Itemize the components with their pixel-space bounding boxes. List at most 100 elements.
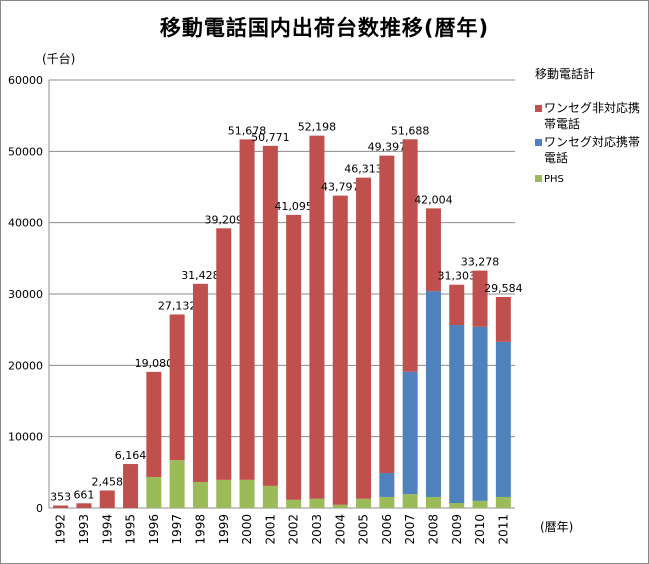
bar-segment [356, 177, 372, 499]
bar-segment [216, 228, 232, 480]
bar-segment [379, 496, 395, 508]
legend-label: ワンセグ対応携帯電話 [544, 135, 641, 165]
bar-segment [169, 314, 185, 461]
bar-segment [309, 498, 325, 508]
y-tick-label: 30000 [8, 288, 43, 301]
data-label: 31,303 [438, 270, 477, 283]
data-label: 29,584 [484, 282, 523, 295]
y-tick-label: 0 [36, 502, 43, 515]
legend-item-phs: PHS [535, 172, 645, 188]
bar-segment [53, 505, 69, 508]
data-label: 46,313 [344, 163, 383, 176]
data-label: 42,004 [414, 193, 453, 206]
data-label: 43,797 [321, 181, 360, 194]
chart-title: 移動電話国内出荷台数推移(暦年) [159, 16, 490, 40]
bar-segment [239, 139, 255, 480]
bar-segment [402, 139, 418, 372]
data-label: 39,209 [205, 213, 244, 226]
x-tick-label: 2011 [496, 514, 510, 545]
bar-segment [495, 296, 511, 342]
bar-segment [449, 284, 465, 326]
bar-segment [495, 496, 511, 508]
bar-segment [379, 473, 395, 497]
x-tick-label: 2009 [450, 514, 464, 545]
data-label: 19,080 [135, 357, 174, 370]
bar-segment [76, 503, 92, 508]
data-label: 49,397 [368, 141, 407, 154]
x-tick-label: 1992 [54, 514, 68, 545]
bar-segment [146, 476, 162, 508]
bar-segment [169, 460, 185, 508]
data-label: 50,771 [251, 131, 290, 144]
legend-item-non-oneseg: ワンセグ非対応携帯電話 [535, 100, 645, 132]
x-tick-label: 2008 [426, 514, 440, 545]
bar-segment [402, 371, 418, 495]
bar-segment [379, 155, 395, 474]
bar-segment [262, 145, 278, 486]
x-tick-label: 1999 [217, 514, 231, 545]
data-label: 51,678 [228, 124, 267, 137]
bar-segment [425, 496, 441, 508]
x-tick-label: 2005 [357, 514, 371, 545]
y-tick-label: 50000 [8, 145, 43, 158]
bar-segment [239, 479, 255, 508]
data-label: 27,132 [158, 299, 197, 312]
data-label: 41,095 [274, 200, 313, 213]
bar-segment [425, 208, 441, 292]
x-tick-label: 1998 [193, 514, 207, 545]
bar-segment [286, 214, 302, 500]
y-tick-label: 10000 [8, 431, 43, 444]
x-tick-label: 2004 [333, 514, 347, 545]
y-tick-label: 60000 [8, 74, 43, 87]
bar-segment [332, 504, 348, 508]
x-tick-label: 2007 [403, 514, 417, 545]
bar-segment [146, 371, 162, 477]
data-label: 353 [50, 490, 71, 503]
x-tick-label: 2002 [287, 514, 301, 545]
x-tick-label: 1994 [100, 514, 114, 545]
bar-segment [356, 498, 372, 508]
bar-segment [262, 485, 278, 508]
x-tick-label: 2006 [380, 514, 394, 545]
y-tick-label: 40000 [8, 217, 43, 230]
legend-swatch-phs [535, 175, 542, 182]
x-tick-label: 1996 [147, 514, 161, 545]
x-tick-label: 2003 [310, 514, 324, 545]
bar-segment [495, 341, 511, 497]
y-tick-label: 20000 [8, 359, 43, 372]
bar-segment [449, 325, 465, 504]
bar-segment [472, 326, 488, 501]
bar-segment [99, 490, 115, 508]
data-label: 6,164 [115, 449, 147, 462]
legend-swatch-oneseg [535, 139, 542, 146]
legend-label: PHS [544, 174, 564, 185]
x-tick-label: 1993 [77, 514, 91, 545]
bar-segment [309, 135, 325, 499]
bar-segment [216, 479, 232, 508]
legend-title: 移動電話計 [535, 67, 596, 81]
bar-segment [332, 195, 348, 505]
bar-segment [123, 464, 139, 508]
bar-segment [286, 499, 302, 508]
legend-swatch-non-oneseg [535, 105, 542, 112]
bar-segment [402, 494, 418, 508]
bar-segment [472, 500, 488, 508]
data-label: 2,458 [92, 475, 124, 488]
legend: 移動電話計 ワンセグ非対応携帯電話 ワンセグ対応携帯電話 PHS [535, 66, 645, 190]
x-tick-label: 2001 [263, 514, 277, 545]
bar-segment [192, 283, 208, 482]
bar-segment [472, 270, 488, 327]
x-axis-unit-label: (暦年) [540, 520, 574, 534]
y-axis-unit-label: (千台) [42, 52, 76, 66]
x-tick-label: 2000 [240, 514, 254, 545]
data-label: 31,428 [181, 269, 220, 282]
data-label: 51,688 [391, 124, 430, 137]
x-tick-label: 1997 [170, 514, 184, 545]
data-label: 661 [73, 488, 94, 501]
legend-label: ワンセグ非対応携帯電話 [544, 101, 641, 131]
bar-segment [425, 291, 441, 497]
x-tick-label: 1995 [124, 514, 138, 545]
bar-segment [192, 481, 208, 508]
data-label: 33,278 [461, 256, 500, 269]
